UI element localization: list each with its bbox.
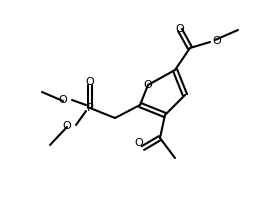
Text: P: P [87, 103, 93, 113]
Text: O: O [58, 95, 67, 105]
Text: O: O [62, 121, 71, 131]
Text: O: O [135, 138, 143, 148]
Text: O: O [86, 77, 94, 87]
Text: O: O [176, 24, 184, 34]
Text: O: O [212, 36, 221, 46]
Text: O: O [144, 80, 152, 90]
